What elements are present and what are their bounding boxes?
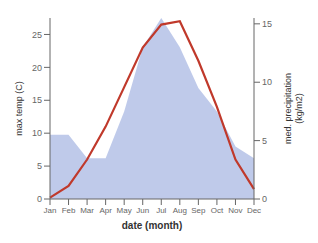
- svg-text:Nov: Nov: [228, 206, 242, 215]
- svg-text:Oct: Oct: [211, 206, 224, 215]
- svg-text:0: 0: [262, 194, 267, 204]
- svg-text:Jul: Jul: [156, 206, 166, 215]
- svg-text:20: 20: [32, 63, 42, 73]
- svg-text:25: 25: [32, 30, 42, 40]
- svg-text:10: 10: [32, 128, 42, 138]
- svg-text:5: 5: [262, 136, 267, 146]
- svg-text:date (month): date (month): [122, 220, 183, 231]
- svg-text:Apr: Apr: [99, 206, 112, 215]
- svg-text:max temp (C): max temp (C): [14, 81, 24, 136]
- svg-text:Sep: Sep: [191, 206, 206, 215]
- svg-text:15: 15: [32, 95, 42, 105]
- svg-text:5: 5: [37, 161, 42, 171]
- svg-text:med. precipitation(kg/m2): med. precipitation(kg/m2): [283, 73, 304, 144]
- svg-text:Jan: Jan: [44, 206, 57, 215]
- svg-text:May: May: [117, 206, 132, 215]
- svg-text:Dec: Dec: [247, 206, 261, 215]
- svg-text:0: 0: [37, 194, 42, 204]
- svg-text:15: 15: [262, 19, 272, 29]
- svg-text:10: 10: [262, 77, 272, 87]
- svg-text:Feb: Feb: [62, 206, 76, 215]
- svg-text:Mar: Mar: [80, 206, 94, 215]
- svg-text:Jun: Jun: [136, 206, 149, 215]
- svg-text:Aug: Aug: [173, 206, 187, 215]
